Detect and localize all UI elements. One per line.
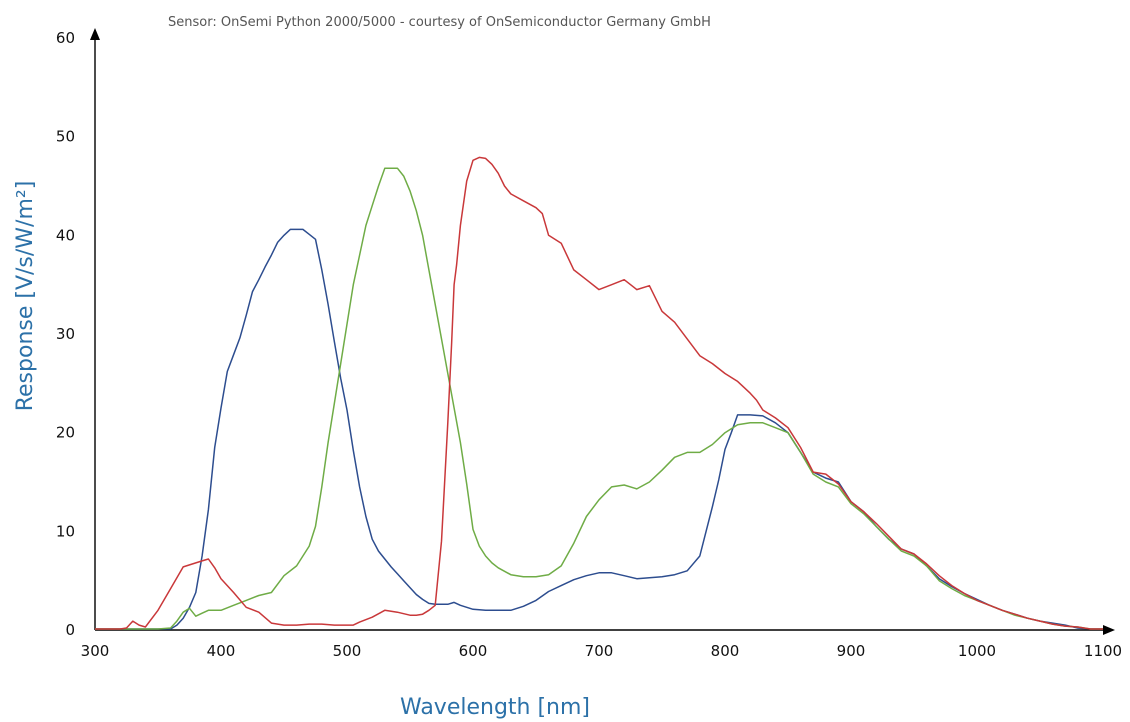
x-tick-label-1100: 1100 bbox=[1084, 642, 1122, 660]
y-tick-label-0: 0 bbox=[65, 621, 75, 639]
y-tick-label-10: 10 bbox=[56, 522, 75, 540]
x-tick-label-600: 600 bbox=[459, 642, 488, 660]
red-response-line bbox=[95, 156, 1103, 630]
x-tick-label-800: 800 bbox=[711, 642, 740, 660]
x-tick-label-700: 700 bbox=[585, 642, 614, 660]
x-axis-title: Wavelength [nm] bbox=[400, 695, 590, 720]
x-tick-label-1000: 1000 bbox=[958, 642, 996, 660]
y-axis-title: Response [V/s/W/m²] bbox=[13, 181, 38, 412]
x-tick-label-900: 900 bbox=[837, 642, 866, 660]
x-tick-label-300: 300 bbox=[81, 642, 110, 660]
y-tick-label-50: 50 bbox=[56, 128, 75, 146]
y-axis bbox=[90, 28, 100, 630]
x-tick-labels: 300 400 500 600 700 800 900 1000 1100 bbox=[81, 642, 1122, 660]
y-tick-label-40: 40 bbox=[56, 226, 75, 244]
y-tick-label-30: 30 bbox=[56, 325, 75, 343]
y-tick-labels: 0 10 20 30 40 50 60 bbox=[56, 29, 75, 639]
green-response-line bbox=[95, 167, 1103, 630]
y-tick-label-20: 20 bbox=[56, 424, 75, 442]
y-axis-arrow bbox=[90, 28, 100, 40]
x-axis bbox=[95, 625, 1115, 635]
chart-subtitle: Sensor: OnSemi Python 2000/5000 - courte… bbox=[168, 15, 711, 30]
series-lines bbox=[95, 156, 1103, 630]
x-tick-label-400: 400 bbox=[207, 642, 236, 660]
x-axis-arrow bbox=[1103, 625, 1115, 635]
y-tick-label-60: 60 bbox=[56, 29, 75, 47]
x-tick-label-500: 500 bbox=[333, 642, 362, 660]
